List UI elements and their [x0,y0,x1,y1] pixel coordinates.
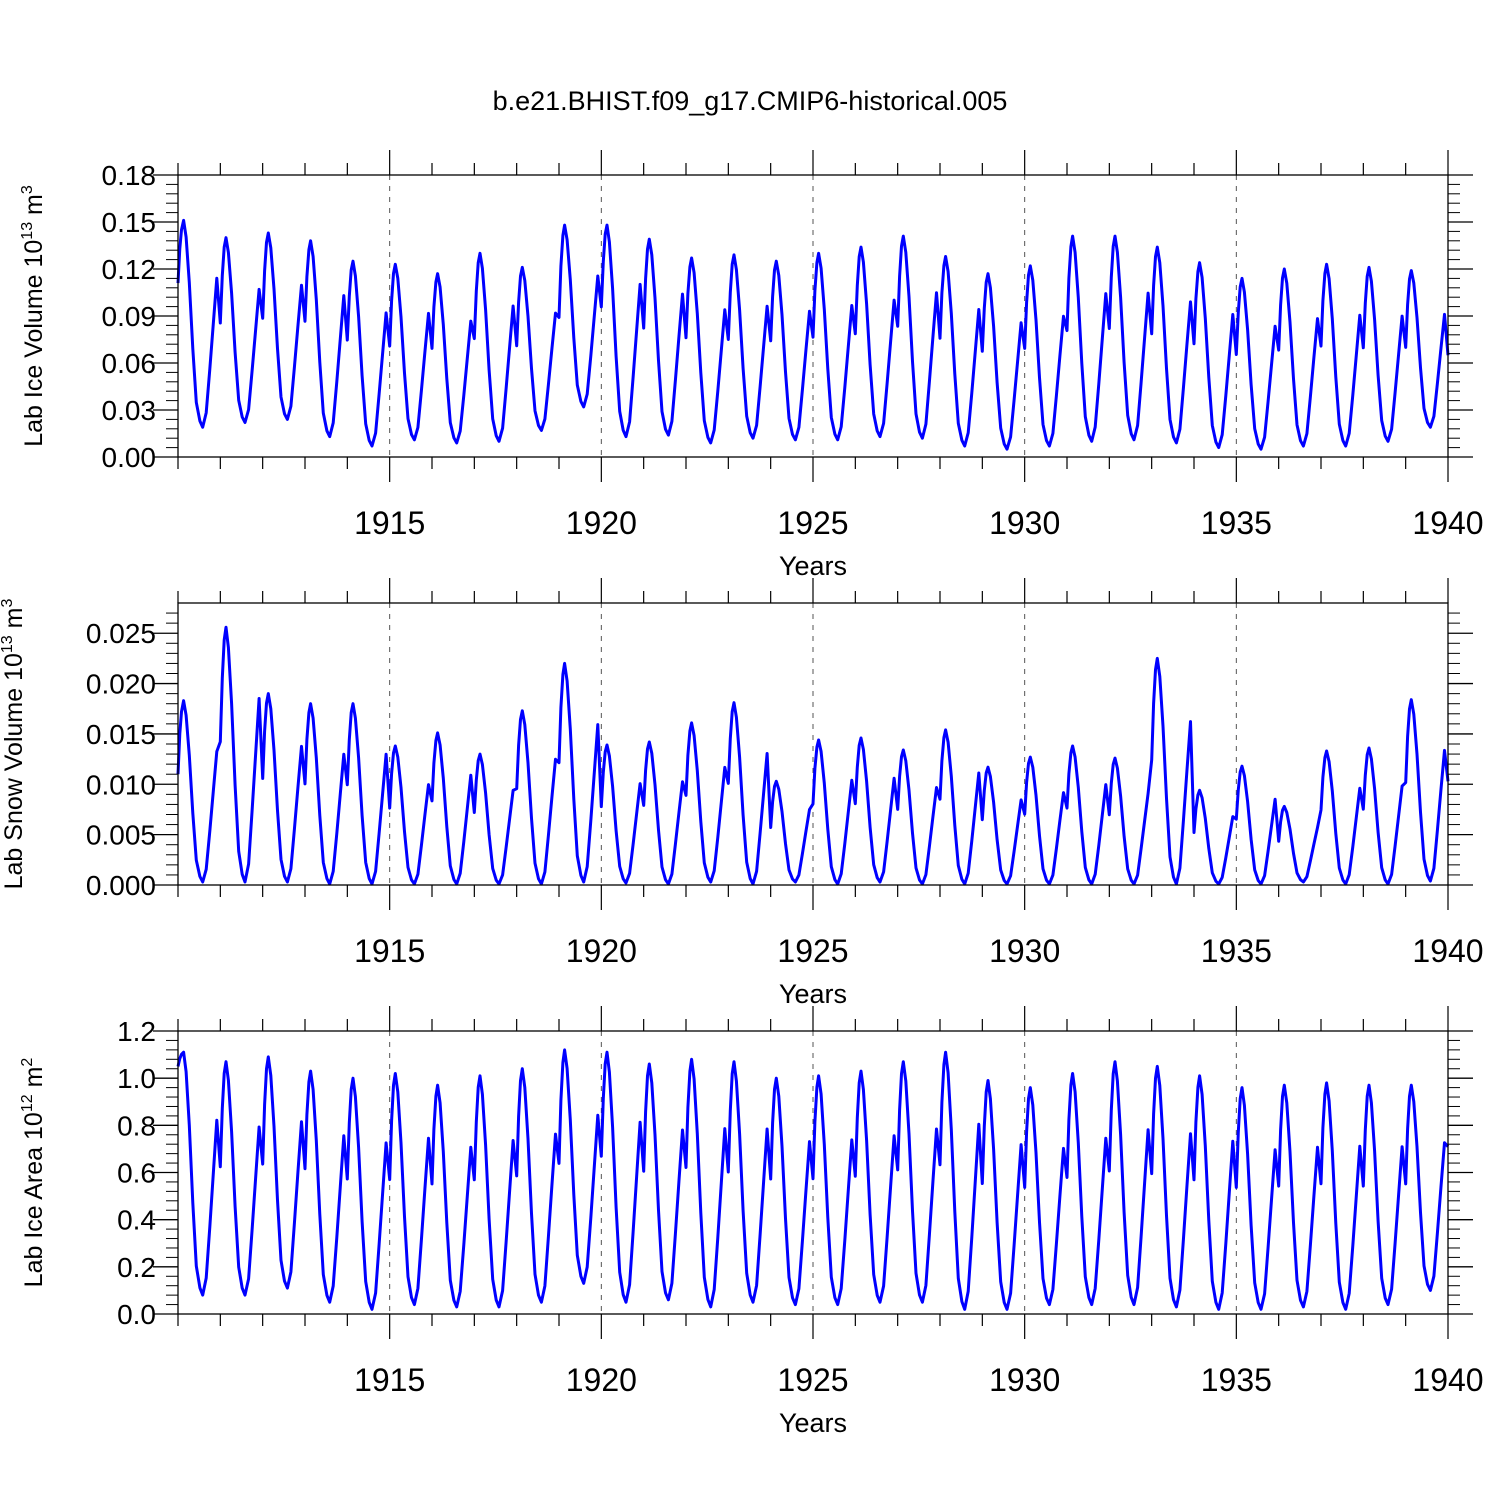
x-tick-label: 1920 [566,933,637,969]
x-tick-label: 1930 [989,933,1060,969]
y-axis-label: Lab Ice Volume 1013 m3 [19,185,48,447]
y-tick-label: 0.010 [86,769,156,800]
x-axis-label: Years [779,979,847,1009]
x-tick-label: 1915 [354,933,425,969]
y-tick-label: 1.0 [117,1063,156,1094]
y-tick-label: 0.000 [86,870,156,901]
x-tick-label: 1930 [989,1362,1060,1398]
x-tick-label: 1925 [777,933,848,969]
panel-3: 0.0 0.2 0.4 0.6 0.8 1.0 1.2 1915 1920 1925 1930 193… [19,1006,1484,1438]
y-tick-label: 0.4 [117,1205,156,1236]
y-tick-label: 0.8 [117,1110,156,1141]
y-tick-label: 0.025 [86,618,156,649]
x-tick-label: 1940 [1412,505,1483,541]
y-tick-label: 0.18 [102,160,157,191]
y-tick-label: 0.06 [102,348,157,379]
x-tick-label: 1930 [989,505,1060,541]
y-tick-label: 0.020 [86,669,156,700]
panel-2: 0.000 0.005 0.010 0.015 0.020 0.025 1915 1920 19… [0,578,1484,1009]
y-tick-label: 0.12 [102,254,157,285]
x-tick-label: 1940 [1412,1362,1483,1398]
series-line [176,625,1450,886]
y-tick-label: 0.0 [117,1299,156,1330]
x-axis-label: Years [779,551,847,581]
x-tick-label: 1935 [1201,1362,1272,1398]
panel-1: 0.00 0.03 0.06 0.09 0.12 0.15 0.18 1915 1920 1925… [19,150,1484,581]
y-tick-label: 0.015 [86,719,156,750]
y-tick-label: 0.6 [117,1158,156,1189]
x-tick-label: 1935 [1201,933,1272,969]
series-line [176,1048,1450,1311]
x-tick-label: 1925 [777,1362,848,1398]
x-tick-label: 1935 [1201,505,1272,541]
series-line [176,218,1450,451]
y-tick-label: 1.2 [117,1016,156,1047]
y-tick-label: 0.03 [102,395,157,426]
chart-title: b.e21.BHIST.f09_g17.CMIP6-historical.005 [493,86,1008,116]
x-tick-label: 1915 [354,1362,425,1398]
x-tick-label: 1920 [566,505,637,541]
y-axis-label: Lab Snow Volume 1013 m3 [0,599,28,890]
y-tick-label: 0.2 [117,1252,156,1283]
y-tick-label: 0.15 [102,207,157,238]
x-axis-label: Years [779,1408,847,1438]
y-tick-label: 0.00 [102,442,157,473]
plot-frame [177,602,1449,886]
x-tick-label: 1940 [1412,933,1483,969]
x-tick-label: 1925 [777,505,848,541]
x-tick-label: 1920 [566,1362,637,1398]
y-axis-label: Lab Ice Area 1012 m2 [19,1058,48,1288]
y-tick-label: 0.09 [102,301,157,332]
y-tick-label: 0.005 [86,820,156,851]
x-tick-label: 1915 [354,505,425,541]
